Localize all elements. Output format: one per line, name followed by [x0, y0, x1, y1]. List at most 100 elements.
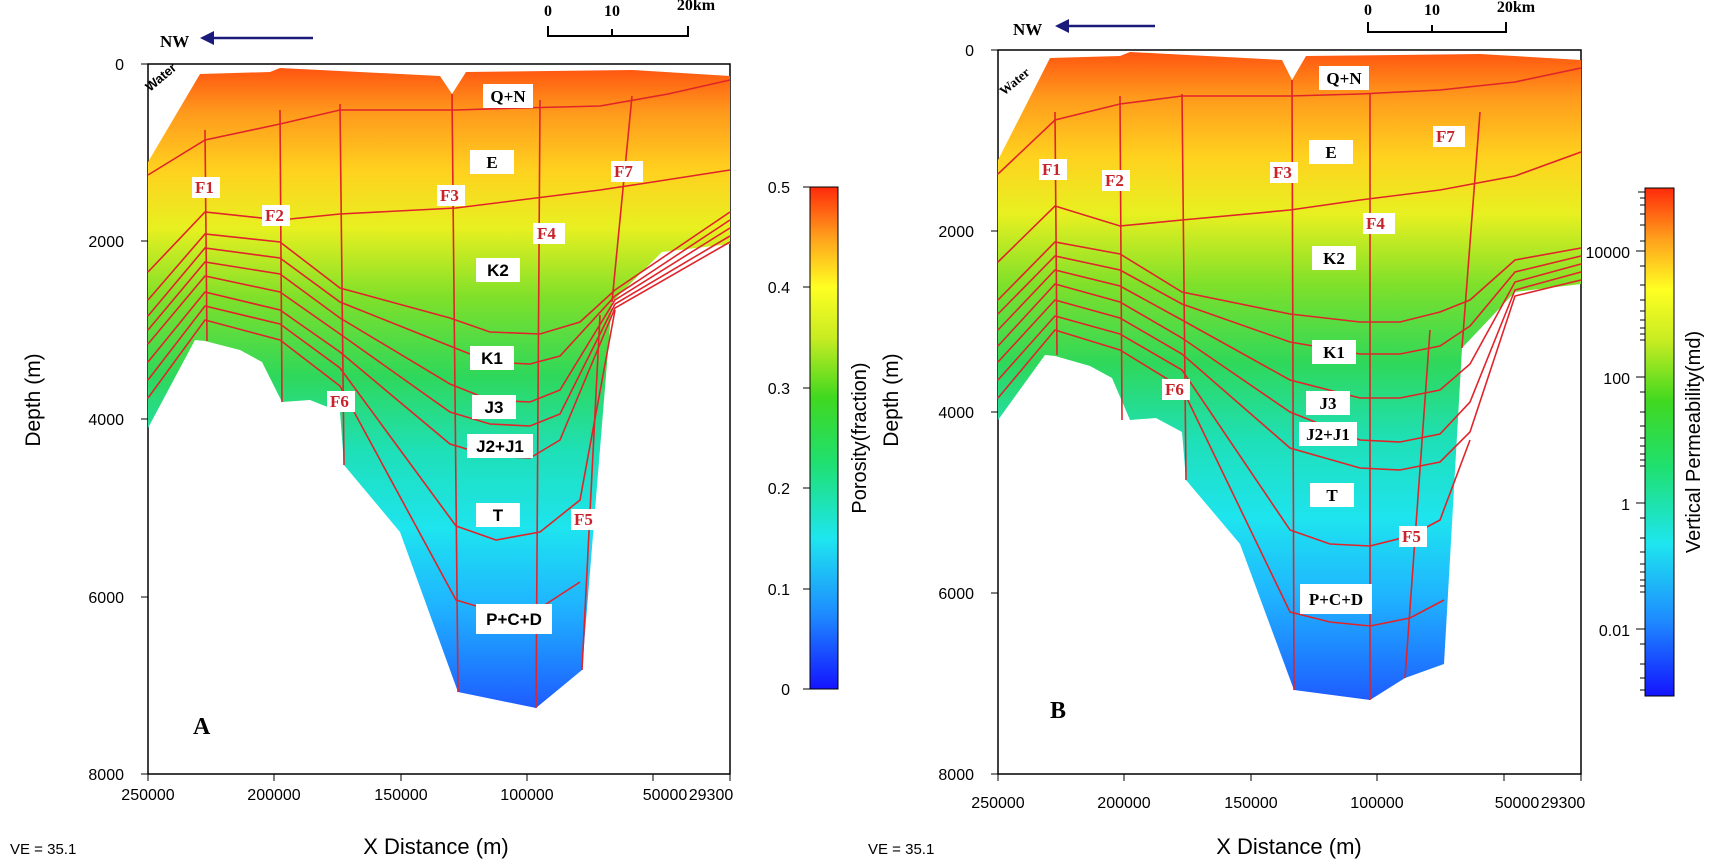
unit-label-j3: J3: [1320, 394, 1337, 413]
y-tick-label: 6000: [88, 590, 124, 607]
scale-tick-0: 0: [544, 3, 552, 20]
x-tick-label: 150000: [374, 787, 427, 804]
x-tick-label: 250000: [121, 787, 174, 804]
x-tick-label: 50000: [643, 787, 688, 804]
unit-label-k1: K1: [481, 349, 503, 368]
direction-label: NW: [1013, 20, 1042, 39]
unit-label-e: E: [1325, 143, 1336, 162]
unit-label-j3: J3: [485, 398, 504, 417]
unit-label-t: T: [1326, 486, 1338, 505]
fault-label-f6: F6: [330, 392, 349, 411]
x-tick-label: 29300: [1541, 795, 1586, 812]
unit-label-j2j1: J2+J1: [1306, 425, 1350, 444]
colorbar: 10000 100 1 0.01 Vertical Permeability(m…: [1586, 187, 1705, 697]
vertical-exaggeration: VE = 35.1: [868, 841, 934, 858]
scale-bar: 0 10 20km: [1364, 0, 1536, 33]
unit-label-e: E: [486, 153, 497, 172]
fault-labels: F1 F2 F3 F4 F5 F6 F7: [1039, 126, 1465, 547]
unit-label-pcd: P+C+D: [1309, 590, 1363, 609]
x-axis-label: X Distance (m): [363, 834, 508, 859]
fault-label-f2: F2: [265, 206, 284, 225]
y-tick-label: 0: [115, 57, 124, 74]
colorbar-tick: 0.1: [768, 582, 790, 599]
vertical-exaggeration: VE = 35.1: [10, 841, 76, 858]
unit-label-k2: K2: [1323, 249, 1345, 268]
colorbar-tick: 0.3: [768, 381, 790, 398]
colorbar-minor-ticks: [1638, 191, 1645, 691]
x-tick-label: 50000: [1495, 795, 1540, 812]
unit-label-k1: K1: [1323, 343, 1345, 362]
basin-section: [148, 68, 730, 708]
colorbar-tick: 0.2: [768, 481, 790, 498]
fault-label-f3: F3: [1273, 163, 1292, 182]
unit-label-j2j1: J2+J1: [476, 437, 524, 456]
fault-label-f2: F2: [1105, 171, 1124, 190]
colorbar-label: Porosity(fraction): [849, 362, 871, 513]
y-tick-label: 8000: [938, 767, 974, 784]
panel-label: A: [193, 714, 211, 740]
colorbar-tick: 100: [1603, 371, 1630, 388]
unit-label-qn: Q+N: [490, 87, 526, 106]
colorbar-tick: 0: [781, 682, 790, 699]
fault-label-f4: F4: [1366, 214, 1385, 233]
colorbar-tick: 0.01: [1599, 623, 1630, 640]
unit-label-qn: Q+N: [1326, 69, 1362, 88]
colorbar-tick: 10000: [1586, 245, 1631, 262]
colorbar-tick: 1: [1621, 497, 1630, 514]
colorbar-ramp: [809, 186, 839, 690]
x-tick-label: 200000: [247, 787, 300, 804]
fault-labels: F1 F2 F3 F4 F5 F6 F7: [192, 161, 643, 530]
scale-tick-10: 10: [604, 3, 620, 20]
y-tick-label: 2000: [88, 234, 124, 251]
unit-label-k2: K2: [487, 261, 509, 280]
colorbar-tick: 0.4: [768, 280, 790, 297]
fault-label-f6: F6: [1165, 380, 1184, 399]
colorbar-tick: 0.5: [768, 180, 790, 197]
arrowhead-icon: [200, 31, 214, 45]
fault-label-f7: F7: [614, 162, 633, 181]
panel-a: NW 0 10 20km: [10, 0, 871, 859]
fault-label-f4: F4: [537, 224, 556, 243]
x-tick-label: 200000: [1097, 795, 1150, 812]
unit-label-pcd: P+C+D: [486, 610, 542, 629]
y-tick-label: 8000: [88, 767, 124, 784]
y-axis: 0 2000 4000 6000 8000 Depth (m): [22, 57, 148, 784]
colorbar-label: Vertical Permeability(md): [1683, 331, 1705, 553]
scale-tick-0: 0: [1364, 2, 1372, 19]
unit-label-t: T: [493, 506, 504, 525]
scale-bar: 0 10 20km: [544, 0, 716, 37]
fault-label-f1: F1: [195, 178, 214, 197]
y-tick-label: 4000: [88, 412, 124, 429]
x-axis: 250000 200000 150000 100000 50000 29300 …: [121, 774, 733, 859]
colorbar-ramp: [1644, 187, 1675, 697]
x-tick-label: 150000: [1224, 795, 1277, 812]
y-tick-label: 0: [965, 43, 974, 60]
scale-tick-10: 10: [1424, 2, 1440, 19]
y-axis: 0 2000 4000 6000 8000 Depth (m): [880, 43, 998, 784]
y-tick-label: 4000: [938, 405, 974, 422]
colorbar: 0 0.1 0.2 0.3 0.4 0.5 Porosity(fraction): [768, 180, 871, 699]
fault-label-f5: F5: [1402, 527, 1421, 546]
direction-label: NW: [160, 32, 189, 51]
x-tick-label: 250000: [971, 795, 1024, 812]
x-tick-label: 100000: [500, 787, 553, 804]
panel-label: B: [1050, 698, 1066, 724]
y-tick-label: 2000: [938, 224, 974, 241]
x-axis-label: X Distance (m): [1216, 834, 1361, 859]
scale-tick-20km: 20km: [677, 0, 716, 14]
basin-section: [998, 52, 1581, 700]
unit-labels: Q+N E K2 K1 J3 J2+J1 T P+C+D: [467, 84, 552, 634]
scale-tick-20km: 20km: [1497, 0, 1536, 16]
panel-b: NW 0 10 20km: [868, 0, 1705, 859]
y-tick-label: 6000: [938, 586, 974, 603]
y-axis-label: Depth (m): [22, 353, 45, 446]
x-axis: 250000 200000 150000 100000 50000 29300 …: [971, 774, 1585, 859]
arrowhead-icon: [1055, 19, 1069, 33]
y-axis-label: Depth (m): [880, 353, 903, 446]
x-tick-label: 100000: [1350, 795, 1403, 812]
fault-label-f1: F1: [1042, 160, 1061, 179]
fault-label-f3: F3: [440, 186, 459, 205]
fault-label-f7: F7: [1436, 127, 1455, 146]
x-tick-label: 29300: [689, 787, 734, 804]
